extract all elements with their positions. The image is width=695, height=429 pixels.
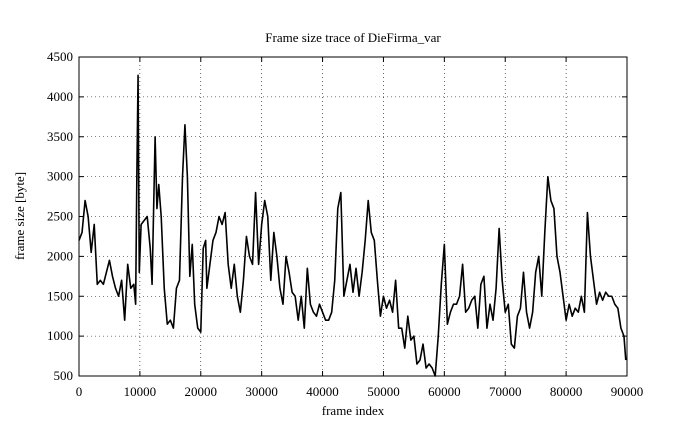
x-tick-label: 80000 [550,384,583,399]
chart-title: Frame size trace of DieFirma_var [265,30,441,45]
y-tick-label: 500 [54,368,74,383]
y-tick-label: 4500 [47,49,73,64]
y-tick-label: 1000 [47,328,73,343]
x-axis-label: frame index [322,403,385,418]
y-tick-label: 1500 [47,288,73,303]
x-tick-label: 20000 [185,384,218,399]
series-line [78,74,627,377]
y-axis-label: frame size [byte] [12,172,27,260]
x-tick-label: 90000 [611,384,644,399]
x-tick-label: 0 [76,384,83,399]
x-tick-label: 60000 [428,384,461,399]
y-tick-label: 3000 [47,169,73,184]
y-tick-label: 2500 [47,209,73,224]
x-tick-label: 50000 [367,384,400,399]
y-tick-label: 2000 [47,248,73,263]
x-tick-label: 70000 [489,384,522,399]
x-tick-label: 30000 [245,384,278,399]
y-tick-label: 4000 [47,89,73,104]
x-tick-label: 10000 [124,384,157,399]
y-tick-label: 3500 [47,129,73,144]
x-tick-label: 40000 [306,384,339,399]
